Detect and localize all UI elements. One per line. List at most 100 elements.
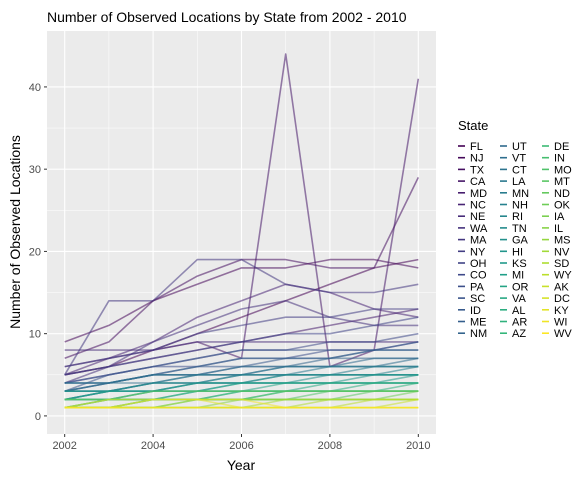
- series-line-wa: [64, 299, 419, 384]
- legend-label: MT: [554, 176, 570, 188]
- legend-item-nd: ND: [542, 188, 570, 200]
- legend-item-ok: OK: [542, 200, 571, 212]
- legend-item-va: VA: [500, 293, 527, 305]
- legend-label: OK: [554, 200, 571, 212]
- legend-label: WY: [554, 270, 572, 282]
- legend-item-tn: TN: [500, 223, 527, 235]
- series-line-fl: [64, 258, 419, 376]
- x-tick-label: 2010: [406, 440, 430, 452]
- legend-label: AZ: [512, 328, 526, 340]
- series-line-oh: [64, 316, 419, 376]
- legend-item-dc: DC: [542, 293, 570, 305]
- legend-item-ne: NE: [458, 211, 485, 223]
- legend-label: SC: [470, 293, 485, 305]
- legend-label: AL: [512, 305, 525, 317]
- legend-label: MS: [554, 235, 571, 247]
- legend-item-il: IL: [542, 223, 563, 235]
- legend-item-vt: VT: [500, 153, 526, 165]
- legend-item-nj: NJ: [458, 153, 483, 165]
- legend-item-fl: FL: [458, 141, 483, 153]
- series-line-ma: [64, 258, 419, 376]
- series-lines: [64, 53, 420, 409]
- x-tick-label: 2006: [229, 440, 253, 452]
- legend-label: NC: [470, 200, 486, 212]
- legend-label: ID: [470, 305, 481, 317]
- legend-item-ca: CA: [458, 176, 486, 188]
- series-line-ny: [64, 308, 419, 368]
- legend-item-nc: NC: [458, 200, 486, 212]
- legend-item-ct: CT: [500, 164, 527, 176]
- legend-item-ar: AR: [500, 317, 527, 329]
- legend-item-md: MD: [458, 188, 487, 200]
- legend-item-me: ME: [458, 317, 487, 329]
- legend-label: NM: [470, 328, 487, 340]
- legend-item-ut: UT: [500, 141, 527, 153]
- y-tick-label: 40: [29, 82, 41, 94]
- legend-label: KY: [554, 305, 569, 317]
- x-axis-title: Year: [227, 457, 256, 473]
- legend-item-nm: NM: [458, 328, 487, 340]
- legend-label: RI: [512, 211, 523, 223]
- legend-item-wa: WA: [458, 223, 488, 235]
- legend-label: KS: [512, 258, 527, 270]
- legend-item-al: AL: [500, 305, 525, 317]
- y-tick-label: 10: [29, 329, 41, 341]
- legend-label: WA: [470, 223, 488, 235]
- legend-title: State: [458, 118, 488, 133]
- y-axis-title: Number of Observed Locations: [7, 135, 23, 329]
- legend-item-mo: MO: [542, 164, 572, 176]
- legend-item-in: IN: [542, 153, 565, 165]
- series-line-nc: [64, 283, 419, 376]
- legend-label: VA: [512, 293, 527, 305]
- legend-label: NH: [512, 200, 528, 212]
- legend-label: MI: [512, 270, 524, 282]
- legend-label: TN: [512, 223, 527, 235]
- legend-item-ma: MA: [458, 235, 487, 247]
- legend-item-ga: GA: [500, 235, 529, 247]
- legend-label: UT: [512, 141, 527, 153]
- x-tick-label: 2008: [318, 440, 342, 452]
- legend-label: GA: [512, 235, 529, 247]
- legend-item-hi: HI: [500, 246, 523, 258]
- legend-label: CO: [470, 270, 487, 282]
- chart-title: Number of Observed Locations by State fr…: [47, 9, 407, 25]
- series-line-nd: [64, 390, 419, 401]
- legend-label: MO: [554, 164, 572, 176]
- legend-label: CA: [470, 176, 486, 188]
- legend-label: IL: [554, 223, 563, 235]
- legend-item-sd: SD: [542, 258, 569, 270]
- legend-item-ny: NY: [458, 246, 486, 258]
- legend-item-mt: MT: [542, 176, 570, 188]
- legend-item-nh: NH: [500, 200, 528, 212]
- legend-item-co: CO: [458, 270, 487, 282]
- legend-label: DC: [554, 293, 570, 305]
- legend-item-de: DE: [542, 141, 569, 153]
- legend-item-sc: SC: [458, 293, 485, 305]
- legend-item-ri: RI: [500, 211, 523, 223]
- legend-item-ms: MS: [542, 235, 571, 247]
- legend-label: DE: [554, 141, 569, 153]
- series-line-sc: [64, 341, 419, 392]
- legend-label: OH: [470, 258, 487, 270]
- legend-label: AR: [512, 317, 527, 329]
- legend-label: FL: [470, 141, 483, 153]
- y-tick-label: 20: [29, 246, 41, 258]
- legend-label: PA: [470, 281, 485, 293]
- legend-label: WV: [554, 328, 572, 340]
- legend-item-wv: WV: [542, 328, 572, 340]
- x-tick-label: 2002: [52, 440, 76, 452]
- legend-label: NJ: [470, 153, 483, 165]
- legend-label: MD: [470, 188, 487, 200]
- series-line-nj: [64, 258, 419, 343]
- legend-label: CT: [512, 164, 527, 176]
- y-tick-label: 30: [29, 164, 41, 176]
- legend-item-mn: MN: [500, 188, 529, 200]
- legend-item-ia: IA: [542, 211, 565, 223]
- legend-item-wi: WI: [542, 317, 567, 329]
- legend-item-id: ID: [458, 305, 481, 317]
- legend-label: NV: [554, 246, 570, 258]
- legend-label: NY: [470, 246, 486, 258]
- axis-ticks: 0 10 20 30 40 2002 2004 2006 2008 2010: [29, 82, 431, 452]
- legend-item-mi: MI: [500, 270, 524, 282]
